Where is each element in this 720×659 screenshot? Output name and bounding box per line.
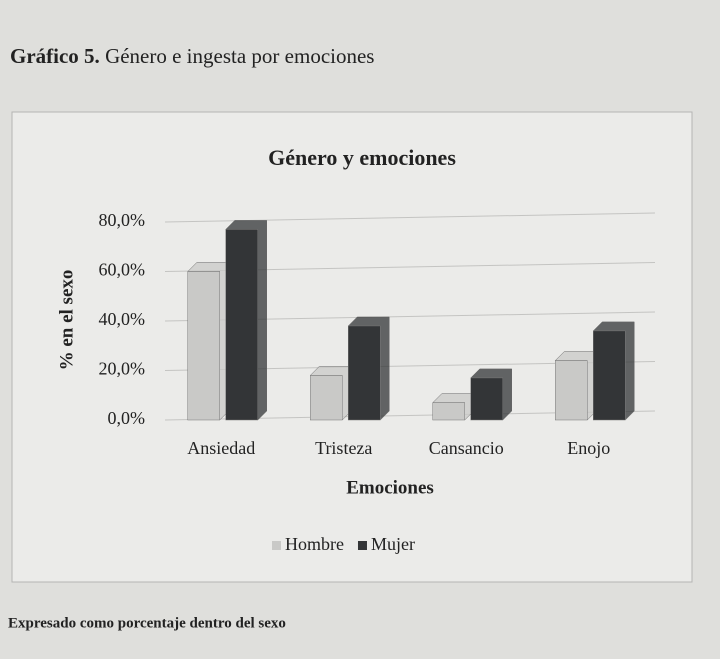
figure-label: Gráfico 5. (10, 44, 100, 68)
y-tick-label: 20,0% (99, 359, 146, 379)
bar (310, 375, 343, 421)
y-axis-label: % en el sexo (56, 270, 77, 371)
bar (593, 330, 626, 421)
legend-label: Mujer (371, 534, 415, 554)
y-tick-label: 60,0% (99, 260, 146, 280)
note: Expresado como porcentaje dentro del sex… (8, 615, 286, 631)
bar (432, 402, 465, 421)
x-tick-label: Enojo (567, 438, 610, 458)
bar (187, 271, 220, 421)
chart-title: Género y emociones (268, 145, 456, 170)
y-tick-label: 0,0% (108, 408, 146, 428)
y-tick-label: 80,0% (99, 210, 146, 230)
bar (555, 360, 588, 421)
caption-text: Género e ingesta por emociones (105, 44, 374, 68)
x-axis-label: Emociones (346, 477, 434, 498)
bar (225, 229, 258, 421)
y-tick-label: 40,0% (99, 309, 146, 329)
x-tick-label: Cansancio (429, 438, 504, 458)
legend-swatch (357, 541, 367, 550)
legend-swatch (272, 541, 281, 550)
bar (470, 377, 503, 421)
figure-caption: Gráfico 5. Género e ingesta por emocione… (10, 44, 374, 68)
legend-label: Hombre (285, 534, 344, 554)
x-tick-label: Tristeza (315, 438, 372, 458)
x-tick-label: Ansiedad (187, 438, 255, 458)
bar (348, 325, 381, 421)
